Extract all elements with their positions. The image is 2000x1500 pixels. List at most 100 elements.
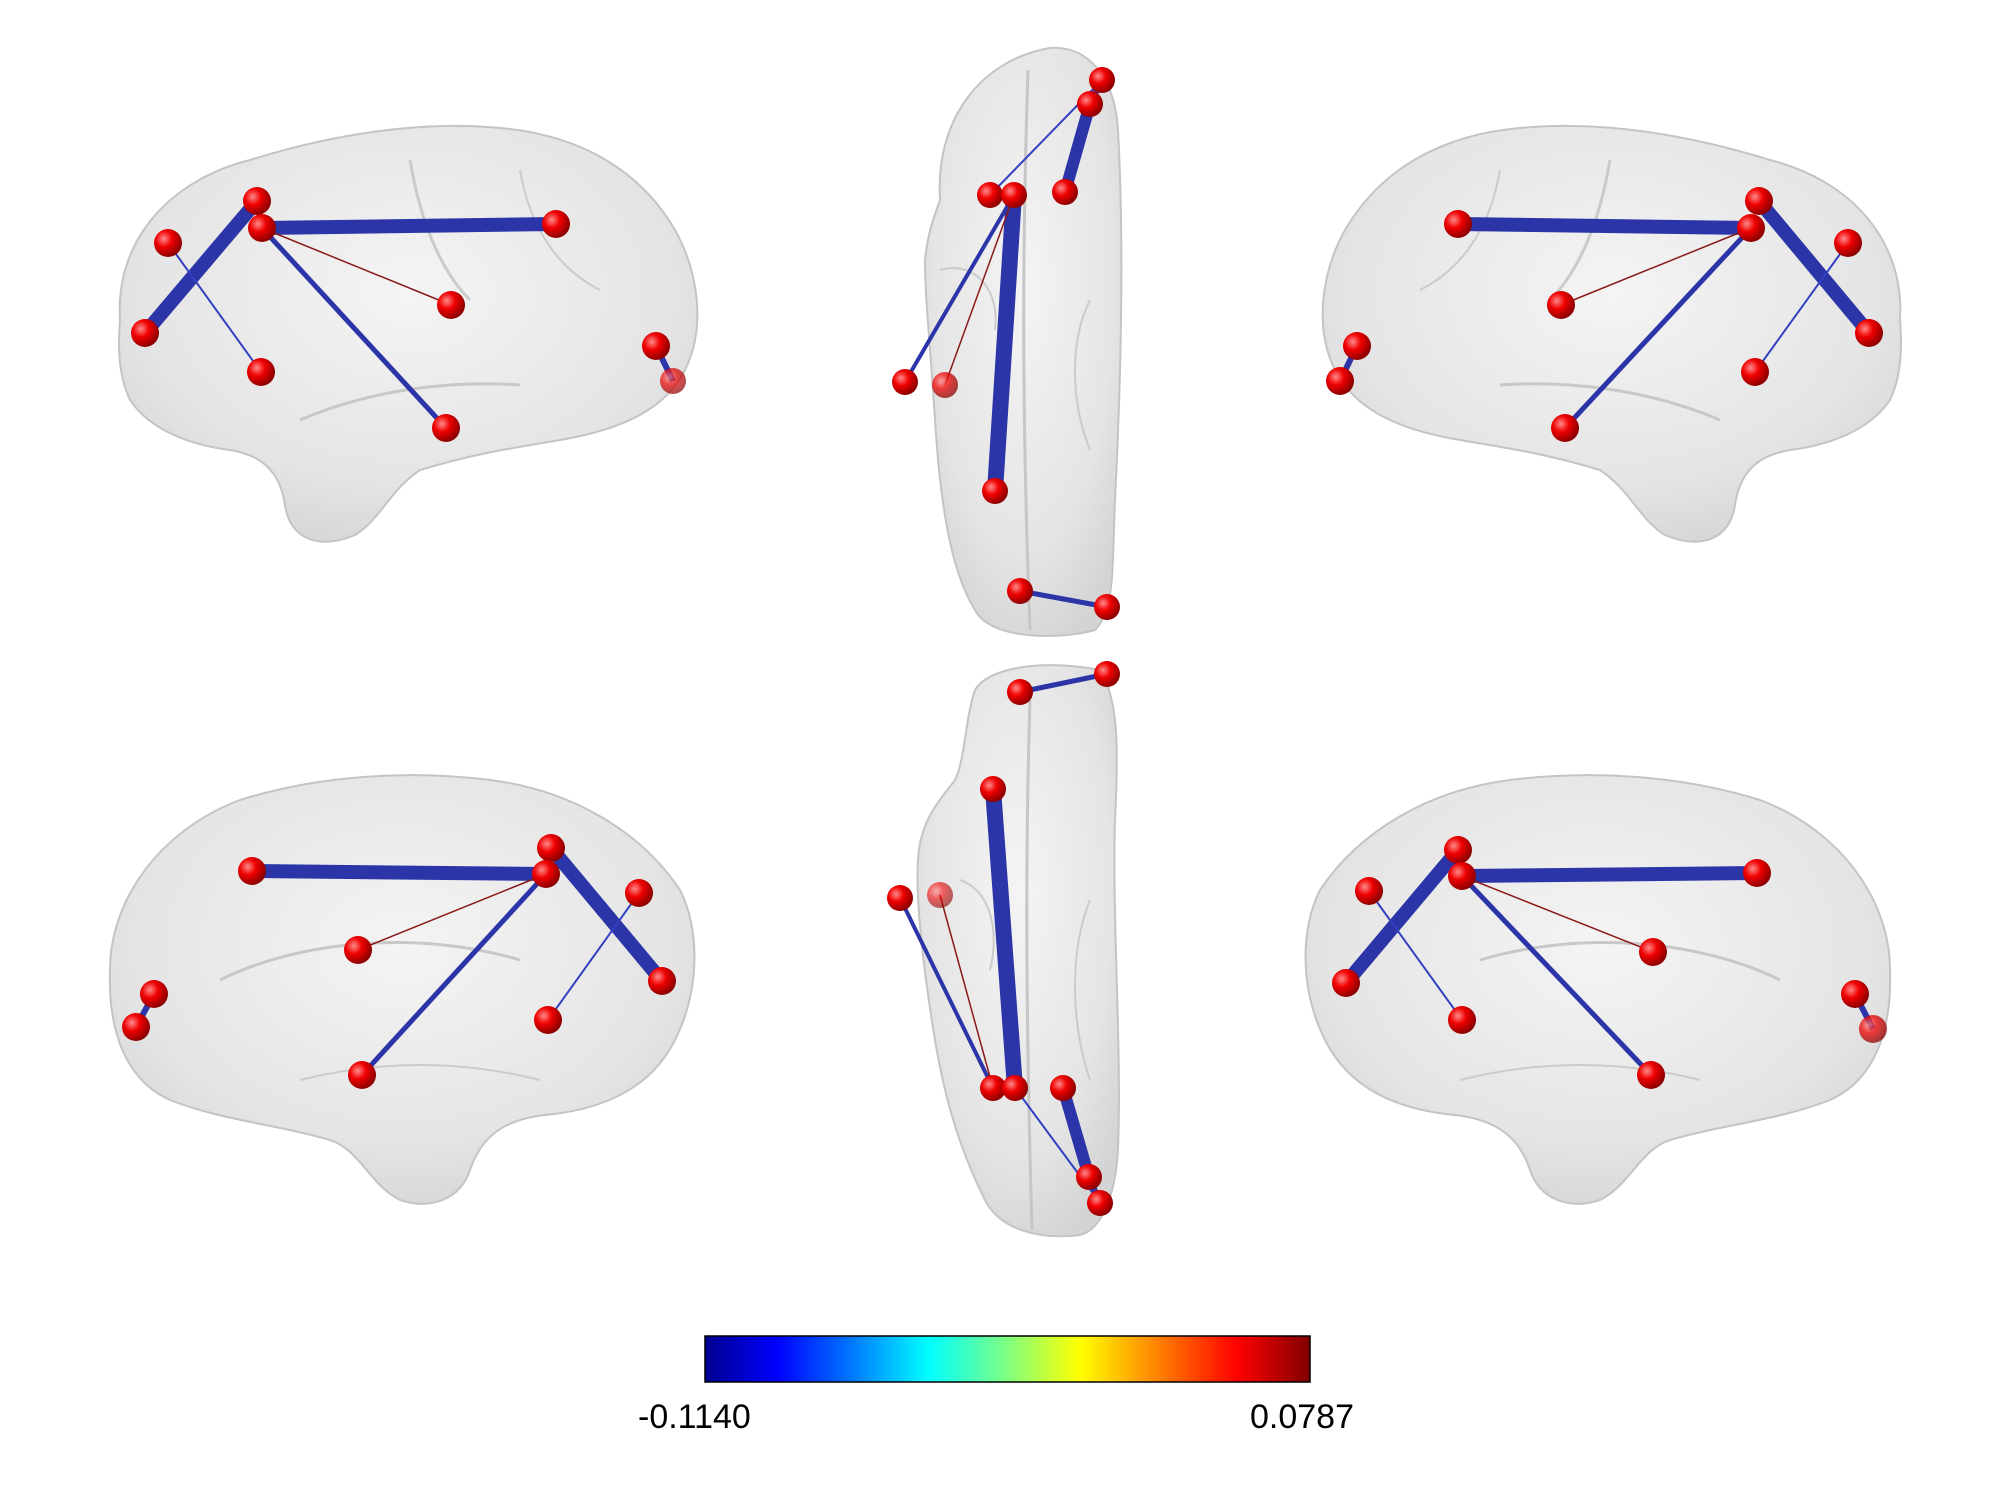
brain-sulcus	[519, 169, 601, 291]
node	[1007, 679, 1033, 705]
edge	[167, 242, 262, 373]
view-lateral-right	[1321, 124, 1902, 543]
node	[542, 210, 570, 238]
node	[1737, 214, 1765, 242]
node	[247, 358, 275, 386]
node	[1001, 182, 1027, 208]
edge	[1461, 875, 1654, 953]
brain-surface	[118, 124, 699, 543]
node	[1089, 67, 1115, 93]
node	[982, 478, 1008, 504]
edge	[939, 894, 994, 1089]
node	[437, 291, 465, 319]
edge	[1057, 1086, 1095, 1179]
edge	[360, 872, 548, 1077]
node	[1332, 969, 1360, 997]
edge	[357, 873, 547, 951]
node	[1547, 291, 1575, 319]
colorbar-min-label: -0.1140	[638, 1398, 751, 1436]
edge	[1339, 843, 1465, 990]
edge	[1560, 227, 1752, 306]
view-lateral-left	[118, 124, 699, 543]
edge	[1752, 194, 1876, 340]
brain-sulcus	[1548, 159, 1612, 302]
edge	[903, 193, 1016, 384]
node	[1741, 358, 1769, 386]
node	[977, 182, 1003, 208]
node	[642, 332, 670, 360]
edge	[1368, 890, 1463, 1021]
node	[1448, 862, 1476, 890]
node	[932, 372, 958, 398]
node	[154, 229, 182, 257]
edge	[944, 194, 1015, 386]
node	[532, 860, 560, 888]
node	[1551, 414, 1579, 442]
brain-surface	[108, 774, 696, 1205]
edge	[1019, 671, 1108, 695]
brain-sulcus	[1074, 299, 1091, 451]
node	[131, 319, 159, 347]
node	[1444, 836, 1472, 864]
edge	[245, 864, 553, 881]
node	[660, 368, 686, 394]
node	[927, 882, 953, 908]
node	[1639, 938, 1667, 966]
node	[537, 834, 565, 862]
node	[1087, 1190, 1113, 1216]
edge	[987, 194, 1022, 492]
node	[344, 936, 372, 964]
node	[432, 414, 460, 442]
edge	[138, 194, 264, 340]
node	[1326, 367, 1354, 395]
view-medial-left	[108, 774, 696, 1205]
colorbar-max-label: 0.0787	[1250, 1398, 1354, 1436]
node	[1834, 229, 1862, 257]
edge	[255, 217, 563, 235]
node	[122, 1013, 150, 1041]
node	[348, 1061, 376, 1089]
edge	[898, 897, 995, 1089]
edge	[1059, 102, 1096, 194]
node	[1076, 1164, 1102, 1190]
brain-surface	[1304, 774, 1892, 1205]
brain-surface	[1321, 124, 1902, 543]
node	[892, 369, 918, 395]
node	[1855, 319, 1883, 347]
brain-sulcus	[959, 879, 995, 971]
view-ventral	[887, 661, 1120, 1238]
brain-sulcus	[1419, 169, 1501, 291]
node	[1094, 661, 1120, 687]
brain-sulcus	[1459, 1064, 1701, 1081]
node	[887, 885, 913, 911]
node	[625, 879, 653, 907]
edge	[260, 226, 448, 430]
edge	[547, 892, 640, 1021]
brain-surface	[916, 664, 1120, 1238]
node	[1002, 1075, 1028, 1101]
view-dorsal	[892, 46, 1123, 637]
node	[140, 980, 168, 1008]
node	[980, 1075, 1006, 1101]
node	[980, 776, 1006, 802]
brain-sulcus	[1479, 941, 1781, 982]
edge	[1563, 226, 1753, 430]
view-medial-right	[1304, 774, 1892, 1205]
node	[243, 187, 271, 215]
node	[1343, 332, 1371, 360]
edge	[261, 227, 452, 306]
node	[1859, 1015, 1887, 1043]
node	[1743, 859, 1771, 887]
node	[1355, 877, 1383, 905]
edge	[985, 788, 1023, 1089]
edge	[1455, 866, 1764, 883]
brain-sulcus	[1022, 69, 1032, 631]
node	[1007, 578, 1033, 604]
node	[1637, 1061, 1665, 1089]
edge	[1451, 217, 1758, 235]
brain-sulcus	[1074, 899, 1091, 1081]
node	[1448, 1006, 1476, 1034]
node	[238, 857, 266, 885]
node	[1052, 179, 1078, 205]
